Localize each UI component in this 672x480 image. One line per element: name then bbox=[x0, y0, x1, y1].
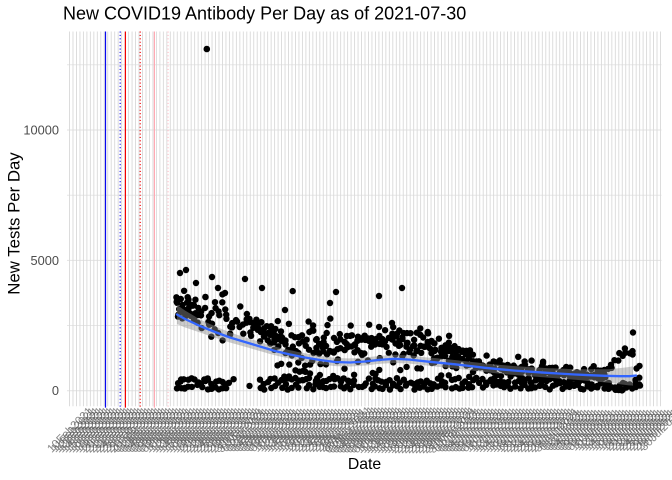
svg-text:10000: 10000 bbox=[23, 122, 59, 137]
svg-text:5000: 5000 bbox=[31, 253, 59, 268]
svg-text:New Tests Per Day: New Tests Per Day bbox=[5, 152, 24, 295]
svg-text:New COVID19 Antibody Per Day a: New COVID19 Antibody Per Day as of 2021-… bbox=[63, 4, 466, 24]
svg-text:Date: Date bbox=[348, 456, 382, 473]
svg-text:0: 0 bbox=[52, 383, 59, 398]
